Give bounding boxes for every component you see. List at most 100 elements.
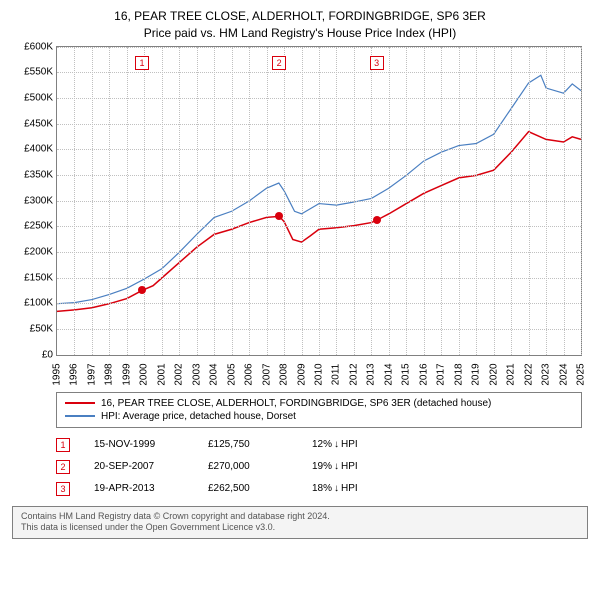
gridline-vertical (302, 47, 303, 355)
gridline-vertical (564, 47, 565, 355)
sales-date: 15-NOV-1999 (94, 439, 184, 450)
x-tick-label: 2022 (523, 363, 534, 385)
x-tick-label: 2024 (558, 363, 569, 385)
sale-marker-dot (138, 286, 146, 294)
gridline-vertical (511, 47, 512, 355)
x-tick-label: 2009 (296, 363, 307, 385)
gridline-vertical (249, 47, 250, 355)
title-line-2: Price paid vs. HM Land Registry's House … (12, 25, 588, 42)
y-tick-label: £250K (24, 221, 53, 232)
legend-swatch-property (65, 402, 95, 404)
x-tick-label: 2012 (348, 363, 359, 385)
gridline-vertical (354, 47, 355, 355)
x-tick-label: 2004 (209, 363, 220, 385)
x-tick-label: 2001 (156, 363, 167, 385)
x-tick-label: 2007 (261, 363, 272, 385)
sales-diff-pct: 18% (312, 483, 332, 494)
sales-diff: 19% ↓ HPI (312, 461, 358, 472)
gridline-vertical (214, 47, 215, 355)
y-tick-label: £550K (24, 67, 53, 78)
legend-row-hpi: HPI: Average price, detached house, Dors… (65, 410, 573, 423)
sale-marker-box: 3 (370, 56, 384, 70)
y-tick-label: £100K (24, 298, 53, 309)
chart-container: 16, PEAR TREE CLOSE, ALDERHOLT, FORDINGB… (0, 0, 600, 590)
gridline-vertical (529, 47, 530, 355)
down-arrow-icon: ↓ (334, 439, 339, 450)
sales-price: £125,750 (208, 439, 288, 450)
sales-date: 19-APR-2013 (94, 483, 184, 494)
gridline-vertical (459, 47, 460, 355)
gridline-vertical (371, 47, 372, 355)
x-tick-label: 2003 (191, 363, 202, 385)
gridline-vertical (109, 47, 110, 355)
gridline-vertical (336, 47, 337, 355)
sales-diff: 18% ↓ HPI (312, 483, 358, 494)
gridline-vertical (162, 47, 163, 355)
sales-row: 1 15-NOV-1999 £125,750 12% ↓ HPI (56, 434, 582, 456)
title-line-1: 16, PEAR TREE CLOSE, ALDERHOLT, FORDINGB… (12, 8, 588, 25)
legend-swatch-hpi (65, 415, 95, 417)
y-tick-label: £350K (24, 169, 53, 180)
gridline-vertical (232, 47, 233, 355)
gridline-vertical (389, 47, 390, 355)
x-tick-label: 2011 (331, 363, 342, 385)
sale-marker-dot (275, 212, 283, 220)
sales-diff-suffix: HPI (341, 439, 358, 450)
x-tick-label: 2019 (471, 363, 482, 385)
sales-num-box: 1 (56, 438, 70, 452)
chart-title: 16, PEAR TREE CLOSE, ALDERHOLT, FORDINGB… (12, 8, 588, 42)
gridline-vertical (546, 47, 547, 355)
sales-num-box: 2 (56, 460, 70, 474)
y-tick-label: £600K (24, 41, 53, 52)
x-tick-label: 2015 (401, 363, 412, 385)
gridline-vertical (179, 47, 180, 355)
x-tick-label: 1996 (69, 363, 80, 385)
legend-label-property: 16, PEAR TREE CLOSE, ALDERHOLT, FORDINGB… (101, 398, 491, 409)
sale-marker-box: 2 (272, 56, 286, 70)
x-tick-label: 2005 (226, 363, 237, 385)
sales-diff-suffix: HPI (341, 483, 358, 494)
y-tick-label: £400K (24, 144, 53, 155)
x-tick-label: 2016 (418, 363, 429, 385)
x-tick-label: 1998 (104, 363, 115, 385)
sale-marker-box: 1 (135, 56, 149, 70)
y-tick-label: £150K (24, 272, 53, 283)
x-tick-label: 2002 (174, 363, 185, 385)
legend: 16, PEAR TREE CLOSE, ALDERHOLT, FORDINGB… (56, 392, 582, 428)
x-tick-label: 2013 (366, 363, 377, 385)
y-tick-label: £300K (24, 195, 53, 206)
x-tick-label: 2008 (279, 363, 290, 385)
x-tick-label: 2017 (436, 363, 447, 385)
sales-diff-pct: 12% (312, 439, 332, 450)
x-tick-label: 2021 (506, 363, 517, 385)
sales-price: £262,500 (208, 483, 288, 494)
gridline-vertical (319, 47, 320, 355)
sales-row: 2 20-SEP-2007 £270,000 19% ↓ HPI (56, 456, 582, 478)
sales-diff: 12% ↓ HPI (312, 439, 358, 450)
legend-row-property: 16, PEAR TREE CLOSE, ALDERHOLT, FORDINGB… (65, 397, 573, 410)
sales-diff-suffix: HPI (341, 461, 358, 472)
x-tick-label: 2010 (314, 363, 325, 385)
gridline-vertical (197, 47, 198, 355)
legend-label-hpi: HPI: Average price, detached house, Dors… (101, 411, 296, 422)
sales-row: 319-APR-2013£262,50018% ↓ HPI (56, 478, 582, 500)
gridline-vertical (441, 47, 442, 355)
gridline-vertical (581, 47, 582, 355)
x-tick-label: 2023 (541, 363, 552, 385)
gridline-vertical (284, 47, 285, 355)
down-arrow-icon: ↓ (334, 461, 339, 472)
y-tick-label: £0 (42, 349, 53, 360)
x-tick-label: 1997 (86, 363, 97, 385)
x-tick-label: 2000 (139, 363, 150, 385)
gridline-vertical (424, 47, 425, 355)
y-tick-label: £500K (24, 92, 53, 103)
gridline-vertical (494, 47, 495, 355)
gridline-vertical (267, 47, 268, 355)
gridline-vertical (476, 47, 477, 355)
x-tick-label: 1995 (52, 363, 63, 385)
gridline-vertical (74, 47, 75, 355)
sales-diff-pct: 19% (312, 461, 332, 472)
sales-date: 20-SEP-2007 (94, 461, 184, 472)
sales-price: £270,000 (208, 461, 288, 472)
footer: Contains HM Land Registry data © Crown c… (12, 506, 588, 539)
